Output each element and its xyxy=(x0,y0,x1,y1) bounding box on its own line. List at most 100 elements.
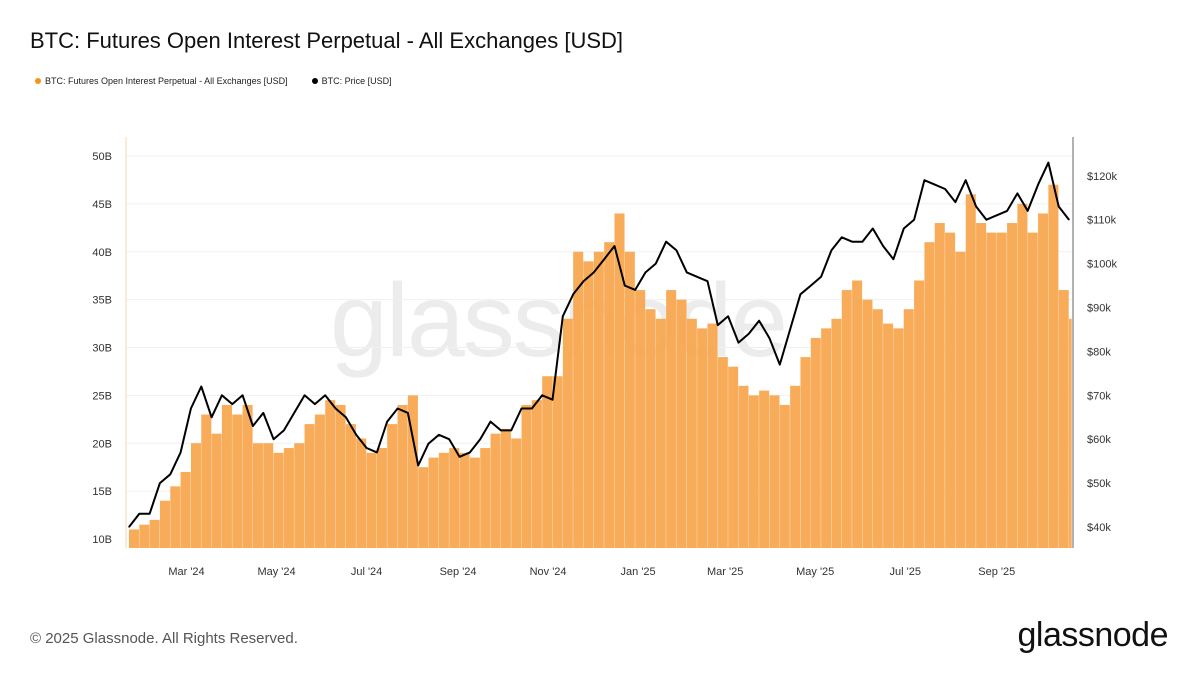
right-axis-tick-label: $70k xyxy=(1087,390,1111,402)
price-point xyxy=(334,407,337,410)
oi-bar xyxy=(883,323,894,548)
copyright: © 2025 Glassnode. All Rights Reserved. xyxy=(30,630,298,647)
oi-bar xyxy=(387,424,398,548)
price-point xyxy=(241,394,244,396)
price-point xyxy=(1068,219,1070,221)
oi-bar xyxy=(211,433,222,548)
price-point xyxy=(841,236,843,238)
oi-bar xyxy=(407,395,418,548)
oi-bar xyxy=(841,290,852,548)
oi-bar xyxy=(1069,318,1072,548)
price-point xyxy=(180,451,182,453)
price-point xyxy=(314,403,316,405)
oi-bar xyxy=(1007,223,1018,548)
left-axis-tick-label: 50B xyxy=(92,151,112,163)
price-point xyxy=(799,293,802,295)
x-axis-tick-label: Mar '25 xyxy=(707,566,743,578)
oi-bar xyxy=(480,448,491,548)
price-point xyxy=(252,425,254,427)
right-axis-tick-label: $40k xyxy=(1087,522,1111,534)
price-point xyxy=(882,245,884,247)
oi-bar xyxy=(242,404,253,548)
oi-bar xyxy=(490,433,501,548)
x-axis-tick-label: Jan '25 xyxy=(621,566,656,578)
price-point xyxy=(748,333,750,335)
oi-bar xyxy=(201,414,212,548)
price-point xyxy=(489,421,492,423)
oi-bar xyxy=(159,500,170,548)
price-point xyxy=(903,227,905,230)
price-point xyxy=(965,179,967,181)
oi-bar xyxy=(779,404,790,548)
price-point xyxy=(665,241,667,243)
oi-bar xyxy=(903,309,914,548)
right-axis-tick-label: $100k xyxy=(1087,259,1117,271)
oi-bar xyxy=(583,261,594,548)
oi-bar xyxy=(469,457,480,548)
left-axis-tick-label: 15B xyxy=(92,486,112,498)
price-point xyxy=(696,276,698,278)
oi-bar xyxy=(645,309,656,548)
oi-bar xyxy=(728,366,739,548)
oi-bar xyxy=(924,242,935,549)
price-point xyxy=(1058,205,1060,208)
price-point xyxy=(562,315,564,317)
price-point xyxy=(169,473,171,475)
price-point xyxy=(913,219,915,221)
oi-bar xyxy=(252,443,263,548)
oi-bar xyxy=(1017,203,1028,548)
price-point xyxy=(510,429,512,432)
price-point xyxy=(407,412,409,414)
oi-bar xyxy=(986,232,997,548)
price-point xyxy=(603,258,605,260)
price-point xyxy=(644,271,647,273)
legend-item-open-interest[interactable]: BTC: Futures Open Interest Perpetual - A… xyxy=(35,76,288,86)
legend-item-price[interactable]: BTC: Price [USD] xyxy=(311,76,392,86)
price-point xyxy=(934,183,936,186)
price-point xyxy=(737,342,740,344)
oi-bar xyxy=(283,448,294,548)
price-point xyxy=(469,451,471,453)
price-point xyxy=(1047,162,1049,164)
right-axis-tick-label: $90k xyxy=(1087,303,1111,315)
price-point xyxy=(345,416,347,418)
price-point xyxy=(675,249,678,252)
oi-bar xyxy=(304,424,315,548)
chart-title: BTC: Futures Open Interest Perpetual - A… xyxy=(30,28,624,53)
price-point xyxy=(365,447,368,449)
price-point xyxy=(221,394,223,396)
left-axis-tick-label: 10B xyxy=(92,534,112,546)
oi-bar xyxy=(325,400,336,548)
oi-bar xyxy=(273,452,284,548)
price-point xyxy=(655,263,657,265)
x-axis-tick-label: Mar '24 xyxy=(168,566,204,578)
price-point xyxy=(810,284,812,287)
oi-bar xyxy=(872,309,883,548)
oi-bar xyxy=(335,404,346,548)
oi-bar xyxy=(604,242,615,549)
price-point xyxy=(417,464,419,467)
x-axis-tick-label: Jul '25 xyxy=(890,566,921,578)
oi-bar xyxy=(139,524,150,548)
oi-bar xyxy=(862,299,873,548)
oi-bar xyxy=(717,357,728,548)
oi-bar xyxy=(531,400,542,548)
right-axis-tick-label: $60k xyxy=(1087,434,1111,446)
price-point xyxy=(975,205,977,208)
oi-bar xyxy=(965,194,976,549)
x-axis-tick-label: May '25 xyxy=(796,566,834,578)
price-point xyxy=(996,214,998,216)
oi-bar xyxy=(438,452,449,548)
right-axis-tick-label: $50k xyxy=(1087,478,1111,490)
price-point xyxy=(479,438,481,440)
oi-bar xyxy=(810,337,821,548)
price-point xyxy=(376,451,378,453)
price-point xyxy=(448,438,450,440)
oi-bar xyxy=(976,223,987,548)
price-point xyxy=(1006,210,1008,212)
price-point xyxy=(1016,192,1018,194)
price-point xyxy=(954,201,957,203)
oi-bar xyxy=(769,395,780,548)
oi-bar xyxy=(614,213,625,548)
oi-bar xyxy=(449,448,460,548)
